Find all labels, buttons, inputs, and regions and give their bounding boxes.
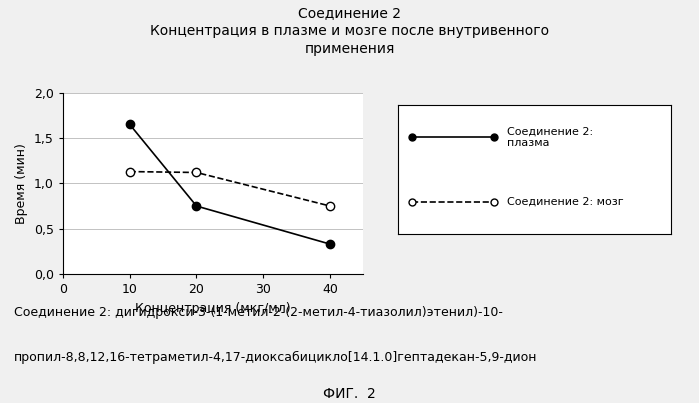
Y-axis label: Время (мин): Время (мин)	[15, 143, 29, 224]
Text: пропил-8,8,12,16-тетраметил-4,17-диоксабицикло[14.1.0]гептадекан-5,9-дион: пропил-8,8,12,16-тетраметил-4,17-диоксаб…	[14, 351, 538, 364]
Text: Концентрация в плазме и мозге после внутривенного: Концентрация в плазме и мозге после внут…	[150, 24, 549, 38]
Text: Соединение 2: Соединение 2	[298, 6, 401, 20]
Text: Соединение 2: дигидрокси-3-(1-метил-2-(2-метил-4-тиазолил)этенил)-10-: Соединение 2: дигидрокси-3-(1-метил-2-(2…	[14, 306, 503, 319]
Text: применения: применения	[304, 42, 395, 56]
Text: Соединение 2:
плазма: Соединение 2: плазма	[507, 126, 593, 148]
X-axis label: Концентрация (мкг/мл): Концентрация (мкг/мл)	[136, 301, 291, 315]
Text: Соединение 2: мозг: Соединение 2: мозг	[507, 197, 624, 206]
Text: ФИГ.  2: ФИГ. 2	[323, 387, 376, 401]
